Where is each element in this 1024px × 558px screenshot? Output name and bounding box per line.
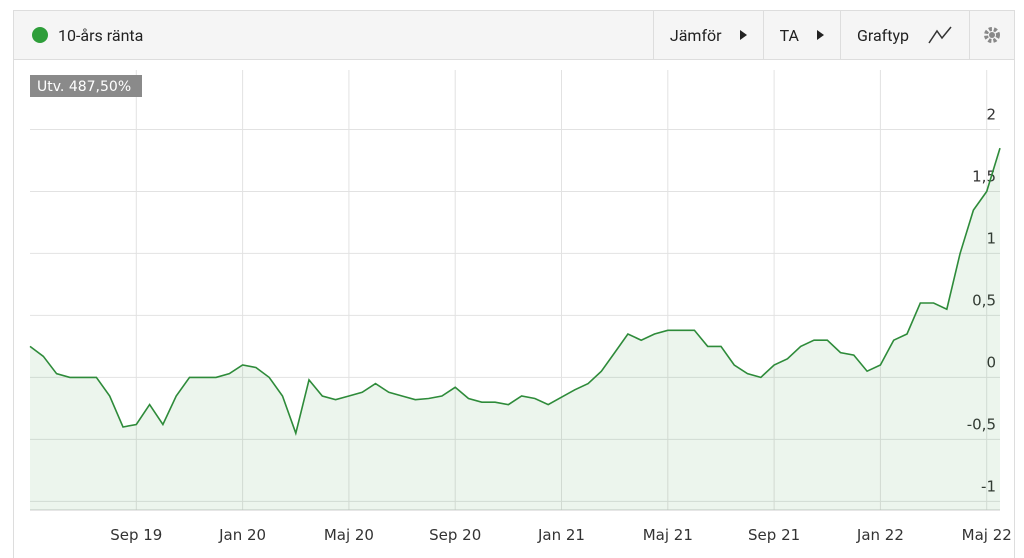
chart-panel xyxy=(13,60,1015,558)
ta-label: TA xyxy=(779,25,799,45)
area xyxy=(30,148,1000,510)
line xyxy=(29,147,1001,436)
badge-bg xyxy=(30,75,142,97)
x-tick-label: Sep 19 xyxy=(110,526,162,544)
x-tick-label: Maj 22 xyxy=(962,526,1012,544)
x-tick-label: Sep 21 xyxy=(748,526,800,544)
x-tick-label: Jan 21 xyxy=(537,526,585,544)
series-dot xyxy=(32,27,48,43)
x-tick-label: Maj 20 xyxy=(324,526,374,544)
settings-button[interactable] xyxy=(969,11,1014,59)
line-icon xyxy=(928,26,952,44)
charttype-label: Graftyp xyxy=(856,25,909,45)
y-tick-label: -1 xyxy=(981,477,996,495)
y-tick-label: 0,5 xyxy=(972,291,996,309)
header: 10-års ränta Jämför TA Graftyp xyxy=(13,10,1015,60)
charttype-button[interactable]: Graftyp xyxy=(839,11,969,59)
compare-button[interactable]: Jämför xyxy=(652,11,763,59)
x-tick-label: Jan 20 xyxy=(218,526,266,544)
y-tick-label: 1 xyxy=(986,229,996,247)
y-tick-label: 0 xyxy=(986,353,996,371)
ta-button[interactable]: TA xyxy=(762,11,840,59)
x-tick-label: Jan 22 xyxy=(856,526,904,544)
compare-label: Jämför xyxy=(669,25,722,45)
gear-icon xyxy=(984,27,1000,43)
y-tick-label: -0,5 xyxy=(967,415,996,433)
y-tick-label: 2 xyxy=(986,105,996,123)
badge: Utv. 487,50% xyxy=(37,79,131,95)
x-tick-label: Maj 21 xyxy=(643,526,693,544)
x-tick-label: Sep 20 xyxy=(429,526,481,544)
chart-title: 10-års ränta xyxy=(58,25,144,45)
